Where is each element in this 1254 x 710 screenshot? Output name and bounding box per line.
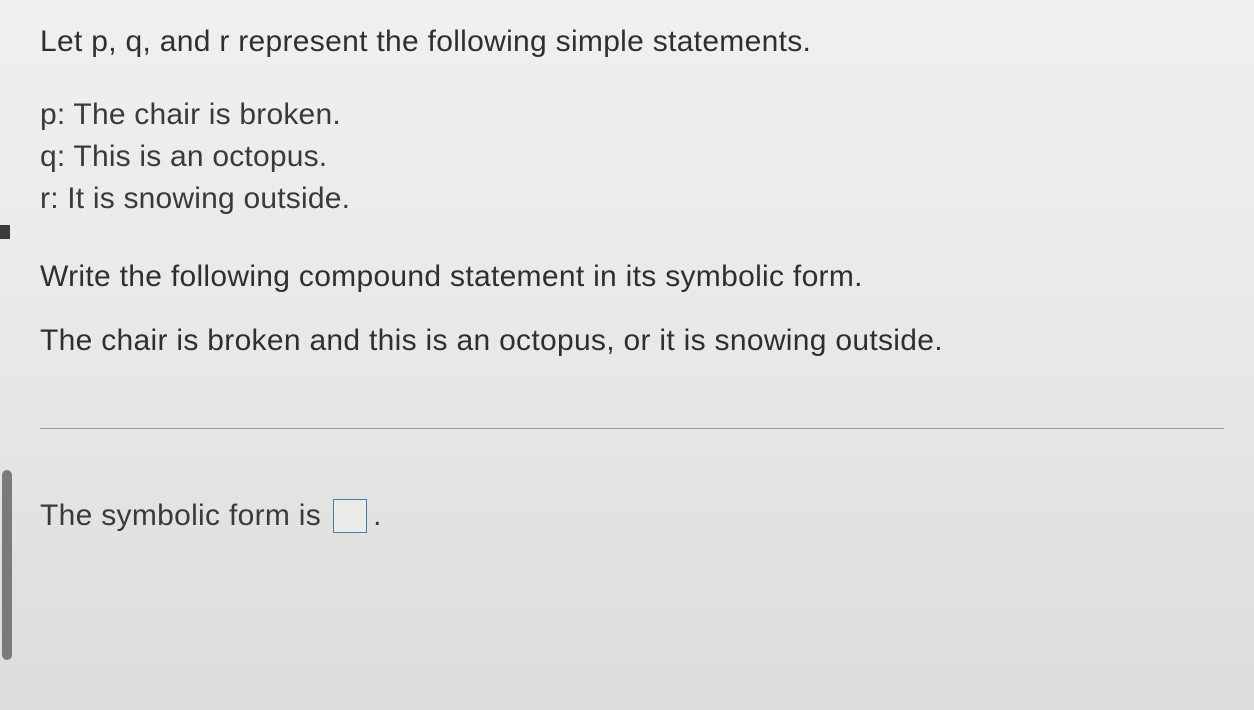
symbolic-form-input[interactable]: [333, 499, 367, 533]
definition-p: p: The chair is broken.: [40, 94, 1224, 136]
trailing-period: .: [373, 499, 382, 533]
definition-q: q: This is an octopus.: [40, 136, 1224, 178]
definitions-block: p: The chair is broken. q: This is an oc…: [40, 94, 1224, 220]
bullet-marker: [0, 225, 10, 239]
answer-row: The symbolic form is .: [40, 499, 1224, 533]
intro-text: Let p, q, and r represent the following …: [40, 25, 1224, 59]
section-divider: [40, 428, 1224, 429]
answer-prompt-label: The symbolic form is: [40, 499, 321, 533]
definition-r: r: It is snowing outside.: [40, 178, 1224, 220]
compound-statement-text: The chair is broken and this is an octop…: [40, 324, 1224, 358]
instruction-text: Write the following compound statement i…: [40, 260, 1224, 294]
scrollbar-thumb[interactable]: [2, 470, 12, 660]
